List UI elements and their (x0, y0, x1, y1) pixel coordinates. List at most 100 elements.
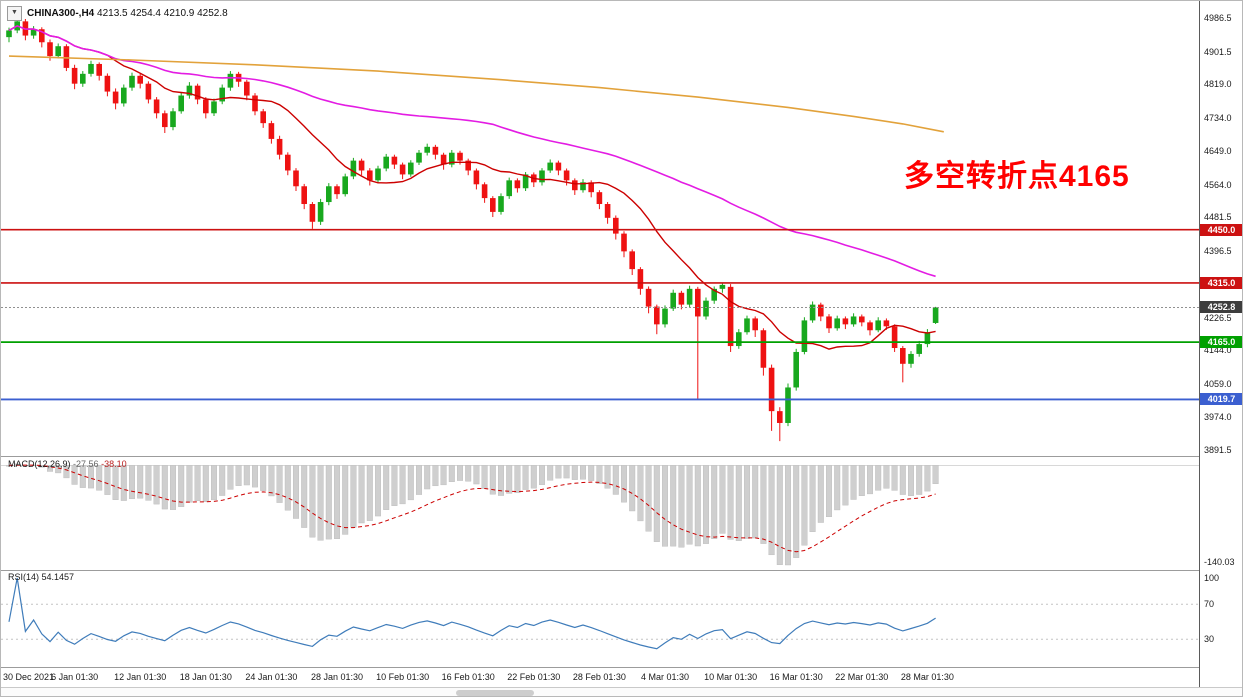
rsi-scale-label-100: 100 (1204, 573, 1220, 583)
candle-down (695, 288, 701, 317)
macd-histogram-bar (809, 465, 816, 532)
candle-down (629, 251, 635, 270)
ma-fast-line (8, 25, 936, 350)
candle-up (736, 332, 742, 347)
price-axis-label: 4901.5 (1204, 46, 1232, 57)
macd-histogram-bar (407, 465, 414, 501)
candle-up (703, 300, 709, 317)
candle-up (121, 87, 127, 104)
ma-slow-line (8, 55, 944, 133)
price-tag: 4450.0 (1200, 223, 1242, 236)
price-scale[interactable]: -140.03 100 70 30 4986.5 4901.5 4819.0 4734… (1200, 1, 1242, 687)
candle-up (449, 152, 455, 165)
candle-up (908, 353, 914, 364)
macd-histogram-bar (498, 465, 505, 496)
macd-histogram-bar (653, 465, 660, 542)
scrollbar-thumb[interactable] (456, 690, 534, 696)
candle-down (514, 180, 521, 189)
chart-menu-button[interactable]: ▼ (7, 6, 22, 21)
candle-down (203, 99, 209, 114)
macd-histogram-bar (834, 465, 841, 511)
macd-histogram-bar (735, 465, 742, 541)
macd-histogram-bar (727, 465, 734, 540)
candle-up (375, 168, 381, 181)
macd-histogram-bar (268, 465, 275, 497)
macd-histogram-bar (785, 465, 792, 566)
candle-down (900, 348, 906, 364)
candle-up (834, 318, 840, 329)
macd-histogram-bar (342, 465, 349, 535)
candle-up (350, 160, 357, 177)
candle-down (112, 91, 119, 104)
candle-up (55, 46, 61, 57)
candle-up (744, 318, 750, 333)
macd-histogram-bar (366, 465, 373, 521)
macd-histogram-bar (850, 465, 857, 500)
macd-histogram-bar (891, 465, 898, 491)
rsi-name: RSI(14) (8, 572, 40, 582)
price-scale-separator (1199, 1, 1200, 687)
panel-separator-rsi[interactable] (1, 570, 1242, 571)
candle-down (399, 164, 406, 175)
macd-histogram-bar (153, 465, 160, 505)
candle-down (367, 170, 373, 181)
rsi-scale-label-30: 30 (1204, 634, 1215, 644)
candle-down (47, 42, 53, 57)
candle-down (252, 95, 258, 112)
macd-histogram-bar (555, 465, 562, 479)
macd-histogram-bar (530, 465, 537, 489)
price-axis-label: 4734.0 (1204, 112, 1232, 123)
candle-up (498, 196, 504, 212)
candle-up (801, 320, 808, 352)
candle-up (547, 162, 553, 171)
macd-histogram-bar (694, 465, 701, 547)
candle-up (850, 316, 857, 325)
macd-histogram-bar (202, 465, 209, 502)
macd-histogram-bar (547, 465, 554, 481)
candle-down (260, 111, 266, 124)
macd-histogram-bar (604, 465, 611, 489)
candle-down (162, 113, 168, 128)
macd-histogram-bar (489, 465, 496, 495)
macd-histogram-bar (194, 465, 201, 501)
price-axis-label: 4649.0 (1204, 146, 1232, 157)
macd-histogram-bar (588, 465, 595, 481)
rsi-value: 54.1457 (41, 572, 75, 582)
macd-histogram-bar (744, 465, 751, 539)
macd-histogram-bar (317, 465, 324, 541)
macd-scale-min-label: -140.03 (1204, 557, 1235, 567)
price-axis-label: 4481.5 (1204, 212, 1232, 223)
macd-histogram-bar (580, 465, 587, 480)
macd-histogram-bar (391, 465, 398, 506)
price-axis-label: 4564.0 (1204, 179, 1232, 190)
candle-down (63, 46, 70, 68)
macd-histogram-bar (104, 465, 111, 495)
macd-histogram-bar (293, 465, 300, 519)
time-scale[interactable]: 30 Dec 2021 6 Jan 01:30 12 Jan 01:30 18 Jan… (1, 668, 1199, 687)
macd-main-value: -27.56 (73, 459, 99, 469)
candle-down (481, 184, 488, 199)
candle-up (227, 73, 234, 88)
candle-down (891, 326, 898, 349)
candle-up (342, 176, 348, 195)
macd-signal-value: -38.10 (101, 459, 127, 469)
current-price-tag: 4252.8 (1200, 301, 1242, 314)
rsi-indicator-label: RSI(14) 54.1457 (8, 572, 74, 582)
macd-histogram-bar (178, 465, 185, 507)
candle-up (6, 30, 12, 38)
panel-separator-macd[interactable] (1, 456, 1242, 457)
macd-histogram-bar (875, 465, 882, 491)
candle-down (358, 160, 365, 171)
macd-histogram-bar (284, 465, 291, 511)
candle-down (145, 83, 152, 100)
candle-down (645, 288, 652, 307)
annotation-text-object[interactable]: 多空转折点4165 (904, 160, 1130, 193)
macd-histogram-bar (621, 465, 628, 503)
macd-histogram-bar (612, 465, 619, 495)
macd-histogram-bar (678, 465, 685, 548)
candle-down (440, 154, 447, 165)
macd-histogram-bar (637, 465, 644, 522)
horizontal-scrollbar[interactable] (1, 688, 1242, 696)
